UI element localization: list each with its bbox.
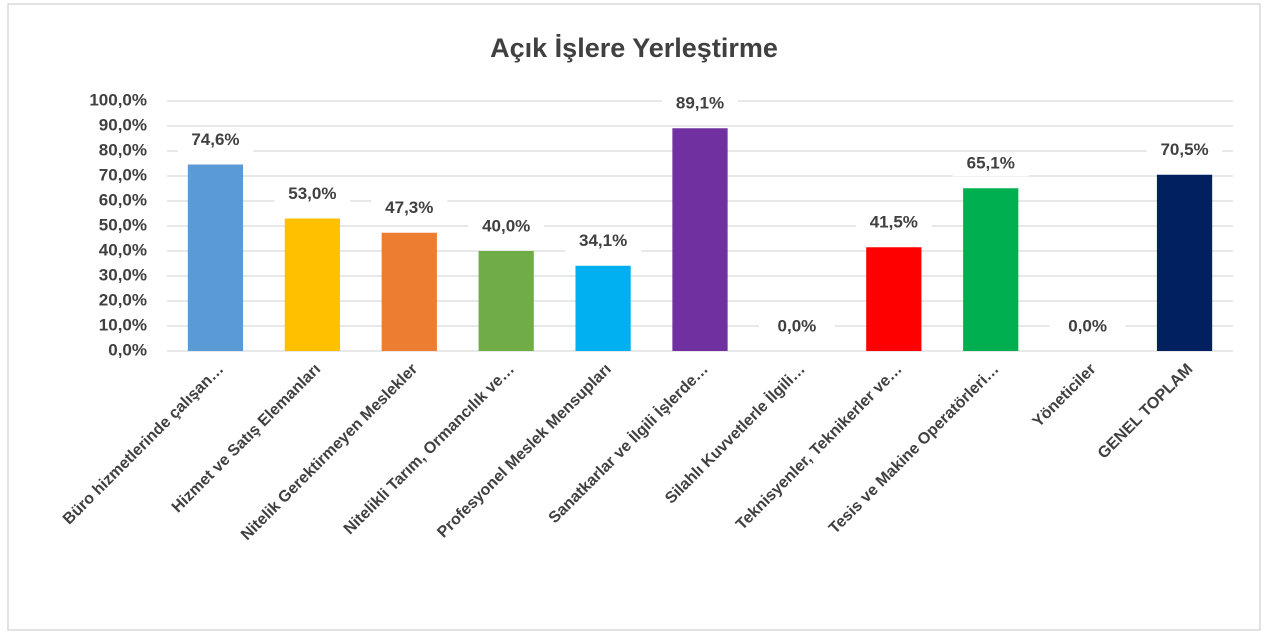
value-label-bg (177, 128, 254, 153)
bar (478, 251, 534, 351)
value-label-bg (1049, 315, 1126, 339)
y-tick-label: 50,0% (99, 215, 147, 234)
y-tick-label: 80,0% (99, 140, 147, 159)
value-label: 47,3% (385, 198, 433, 217)
bar (963, 188, 1019, 351)
chart-title: Açık İşlere Yerleştirme (490, 33, 778, 63)
y-tick-label: 40,0% (99, 240, 147, 259)
value-label-bg (1146, 138, 1223, 163)
y-tick-label: 30,0% (99, 265, 147, 284)
value-label: 74,6% (191, 130, 239, 149)
value-label: 53,0% (288, 184, 336, 203)
value-label: 40,0% (482, 216, 530, 235)
value-label: 41,5% (870, 213, 918, 232)
bar (1156, 174, 1213, 351)
value-label: 70,5% (1160, 140, 1208, 159)
y-tick-label: 90,0% (99, 115, 147, 134)
bar (187, 164, 244, 351)
bar (672, 128, 728, 351)
y-tick-label: 20,0% (99, 290, 147, 309)
value-label-bg (855, 211, 932, 236)
y-tick-label: 100,0% (89, 90, 147, 109)
y-tick-label: 70,0% (99, 165, 147, 184)
value-label-bg (274, 182, 351, 207)
y-tick-label: 0,0% (108, 340, 147, 359)
value-label: 89,1% (676, 94, 724, 113)
y-tick-label: 10,0% (99, 315, 147, 334)
bar (284, 218, 340, 351)
value-label: 34,1% (579, 231, 627, 250)
bar (575, 265, 631, 351)
value-label-bg (758, 315, 835, 339)
value-label-bg (468, 215, 545, 239)
value-label: 0,0% (1068, 316, 1107, 335)
value-label-bg (565, 229, 642, 254)
value-label-bg (662, 92, 738, 117)
value-label-bg (371, 196, 448, 221)
value-label: 65,1% (967, 154, 1015, 173)
y-tick-label: 60,0% (99, 190, 147, 209)
value-label: 0,0% (778, 316, 817, 335)
bar (866, 247, 922, 351)
value-label-bg (952, 152, 1029, 177)
bar (381, 232, 437, 351)
